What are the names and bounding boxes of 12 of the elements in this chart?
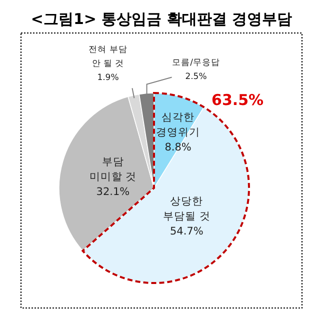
slice-label: 상당한 부담될 것 <box>163 196 210 223</box>
slice-label: 모름/무응답 <box>172 58 220 68</box>
slice-label: 심각한 경영위기 <box>156 111 200 138</box>
data-label: 8.8% <box>164 141 192 154</box>
slice-label: 전혀 부담 안 될 것 <box>88 45 128 69</box>
slice-label: 부담 미미할 것 <box>89 156 137 183</box>
data-label: 32.1% <box>96 186 130 198</box>
data-label: 2.5% <box>185 72 207 82</box>
chart-title: <그림1> 통상임금 확대판결 경영부담 <box>30 10 292 28</box>
data-label: 54.7% <box>170 226 204 238</box>
data-label: 1.9% <box>97 73 119 83</box>
text: 63.5% <box>212 91 264 110</box>
